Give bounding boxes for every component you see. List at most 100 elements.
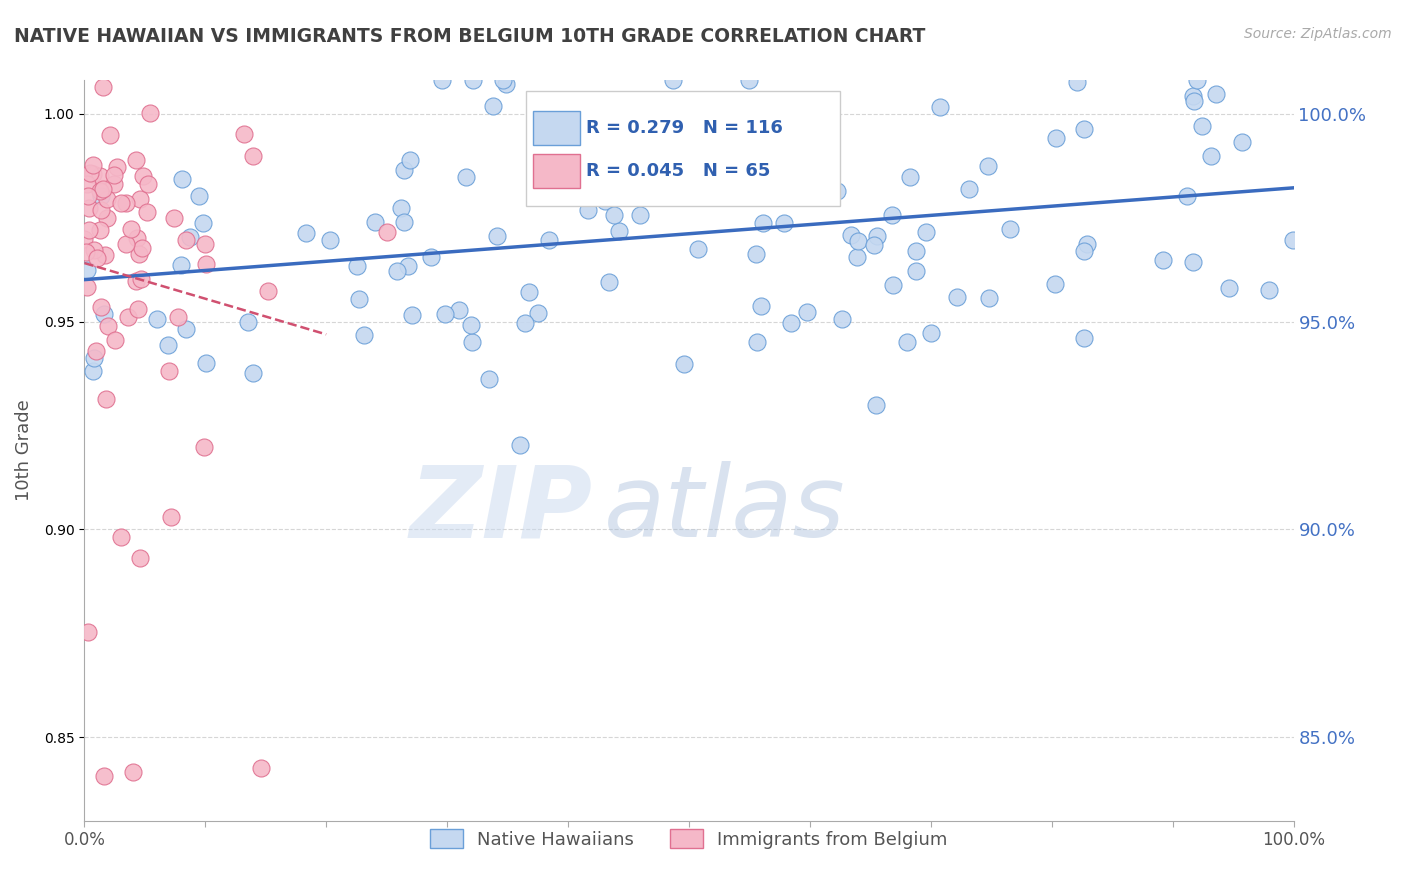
Point	[174, 233, 197, 247]
Point	[882, 208, 904, 222]
Point	[749, 299, 772, 313]
Point	[896, 334, 918, 349]
Point	[1258, 283, 1281, 297]
Point	[772, 216, 794, 230]
Point	[97, 319, 120, 334]
Point	[818, 139, 841, 153]
Point	[120, 222, 142, 236]
Point	[128, 551, 150, 566]
Point	[93, 769, 115, 783]
Point	[752, 104, 775, 119]
Point	[509, 438, 531, 452]
Point	[89, 184, 111, 198]
Point	[172, 172, 194, 186]
Point	[796, 305, 818, 319]
Point	[1205, 87, 1227, 101]
Point	[697, 130, 720, 145]
Point	[526, 306, 548, 320]
Point	[127, 231, 149, 245]
Point	[492, 73, 515, 87]
Point	[537, 233, 560, 247]
Point	[707, 183, 730, 197]
Point	[139, 106, 162, 120]
Point	[1152, 252, 1174, 267]
Point	[865, 398, 887, 412]
Point	[96, 192, 118, 206]
Point	[188, 188, 211, 202]
Point	[79, 166, 101, 180]
Point	[433, 307, 456, 321]
Point	[846, 250, 869, 264]
Point	[389, 201, 412, 215]
Point	[387, 264, 409, 278]
Point	[825, 184, 848, 198]
Point	[578, 202, 600, 217]
Point	[103, 177, 125, 191]
Point	[752, 121, 775, 136]
Point	[461, 335, 484, 350]
Point	[90, 202, 112, 217]
Point	[904, 244, 927, 258]
Point	[463, 73, 485, 87]
Point	[110, 530, 132, 544]
Point	[103, 333, 125, 347]
Text: atlas: atlas	[605, 461, 846, 558]
Point	[193, 216, 215, 230]
Text: ZIP: ZIP	[409, 461, 592, 558]
Point	[93, 307, 115, 321]
Text: Source: ZipAtlas.com: Source: ZipAtlas.com	[1244, 27, 1392, 41]
Point	[1182, 94, 1205, 108]
Point	[401, 308, 423, 322]
Point	[77, 189, 100, 203]
Point	[1232, 136, 1254, 150]
Point	[1201, 149, 1223, 163]
Point	[242, 367, 264, 381]
Point	[831, 312, 853, 326]
Point	[353, 328, 375, 343]
Point	[319, 233, 342, 247]
Point	[160, 510, 183, 524]
Point	[76, 280, 98, 294]
Point	[399, 153, 422, 167]
Point	[714, 124, 737, 138]
Point	[1043, 277, 1066, 292]
Point	[105, 160, 128, 174]
Point	[1066, 75, 1088, 89]
Point	[1218, 280, 1240, 294]
Point	[1181, 89, 1204, 103]
Point	[90, 189, 112, 203]
Point	[129, 272, 152, 286]
Point	[75, 244, 97, 259]
Point	[76, 178, 98, 192]
Point	[96, 211, 118, 226]
Point	[346, 259, 368, 273]
Point	[1076, 237, 1098, 252]
Point	[94, 248, 117, 262]
Point	[481, 99, 503, 113]
Point	[866, 228, 889, 243]
Point	[117, 310, 139, 325]
Point	[375, 225, 398, 239]
Point	[131, 241, 153, 255]
Point	[77, 625, 100, 640]
Point	[957, 182, 980, 196]
Point	[977, 159, 1000, 173]
Text: R = 0.045   N = 65: R = 0.045 N = 65	[586, 161, 770, 179]
Point	[157, 338, 180, 352]
Point	[454, 169, 477, 184]
Point	[145, 311, 167, 326]
Point	[96, 392, 118, 406]
Point	[84, 343, 107, 358]
Point	[745, 335, 768, 350]
Point	[170, 259, 193, 273]
Point	[257, 284, 280, 298]
Point	[115, 237, 138, 252]
Point	[136, 177, 159, 191]
Point	[839, 228, 862, 243]
Point	[236, 314, 259, 328]
Point	[115, 195, 138, 210]
Point	[1282, 233, 1305, 247]
Point	[650, 179, 672, 194]
Point	[979, 292, 1001, 306]
Point	[86, 252, 108, 266]
